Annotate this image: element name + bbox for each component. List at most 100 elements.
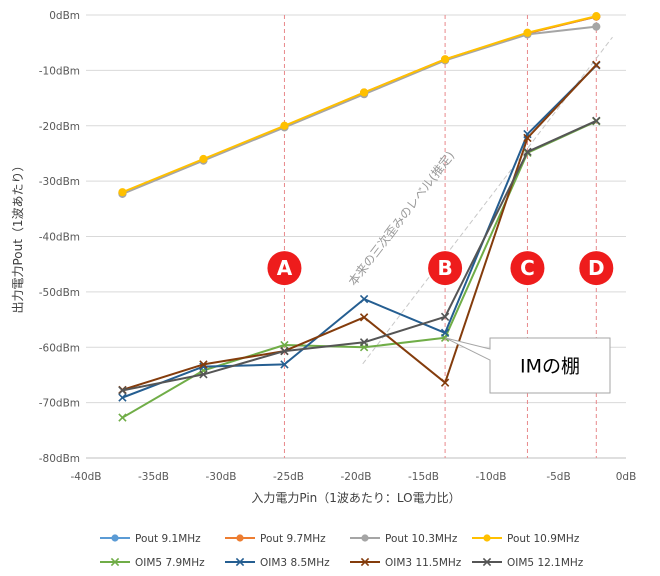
callout-text: IMの棚 <box>520 356 580 378</box>
y-tick-label: 0dBm <box>49 10 80 22</box>
reference-lines <box>283 15 597 458</box>
data-point <box>118 188 127 197</box>
legend: Pout 9.1MHz Pout 9.7MHz Pout 10.3MHz Pout 1… <box>100 533 584 569</box>
legend-swatch-marker <box>236 534 244 542</box>
data-point <box>592 22 601 31</box>
data-point <box>359 294 369 304</box>
legend-swatch-marker <box>483 534 491 542</box>
x-tick-label: -35dB <box>138 471 169 483</box>
x-tick-label: 0dB <box>616 471 637 483</box>
data-point <box>280 121 289 130</box>
x-axis-title: 入力電力Pin（1波あたり：LO電力比） <box>251 491 460 505</box>
marker-c: C <box>510 251 545 286</box>
data-point <box>592 116 601 125</box>
data-point <box>440 378 450 387</box>
series-line <box>122 15 597 194</box>
x-tick-labels: -40dB -35dB -30dB -25dB -20dB -15dB -10dB -5dB 0… <box>70 471 636 483</box>
legend-label: Pout 10.9MHz <box>507 533 580 545</box>
x-tick-label: -15dB <box>408 471 439 483</box>
data-point <box>523 28 532 37</box>
data-point <box>359 338 369 347</box>
y-tick-label: -80dBm <box>39 453 80 465</box>
legend-item-pout-10-3mhz: Pout 10.3MHz <box>350 533 458 545</box>
legend-item-oim3-11-5mhz: OIM3 11.5MHz <box>350 557 462 569</box>
data-point <box>199 154 208 164</box>
data-point <box>360 88 369 97</box>
series-layer <box>118 12 601 422</box>
legend-label: Pout 10.3MHz <box>385 533 458 545</box>
y-tick-label: -60dBm <box>39 342 80 354</box>
data-point <box>441 55 450 64</box>
data-point <box>118 386 127 395</box>
series-pout-10-9mhz <box>118 12 601 197</box>
marker-a: A <box>267 251 302 286</box>
legend-item-pout-9-1mhz: Pout 9.1MHz <box>100 533 201 545</box>
x-tick-label: -20dB <box>340 471 371 483</box>
gridlines <box>86 14 626 459</box>
marker-circle <box>267 251 302 286</box>
marker-circle <box>579 251 614 286</box>
legend-label: OIM3 11.5MHz <box>385 557 462 569</box>
data-point <box>592 60 601 70</box>
series-oim5-12-1mhz <box>118 116 601 395</box>
marker-label: C <box>520 256 535 280</box>
legend-swatch-marker <box>110 557 120 567</box>
data-point <box>359 313 369 322</box>
data-point <box>280 340 289 350</box>
data-point <box>440 328 450 338</box>
x-tick-label: -30dB <box>205 471 236 483</box>
y-tick-label: -30dBm <box>39 176 80 188</box>
x-tick-label: -40dB <box>70 471 101 483</box>
y-tick-label: -40dBm <box>39 232 80 244</box>
marker-b: B <box>428 251 463 286</box>
y-tick-label: -70dBm <box>39 398 80 410</box>
legend-label: OIM3 8.5MHz <box>260 557 330 569</box>
data-point <box>280 360 289 369</box>
legend-label: OIM5 7.9MHz <box>135 557 205 569</box>
data-point <box>199 370 208 379</box>
trend-line <box>362 36 613 365</box>
marker-circle <box>510 251 545 286</box>
x-tick-label: -5dB <box>546 471 570 483</box>
legend-item-pout-9-7mhz: Pout 9.7MHz <box>225 533 326 545</box>
data-point <box>440 312 450 321</box>
legend-swatch-marker <box>235 557 245 567</box>
marker-d: D <box>579 251 614 286</box>
legend-item-oim5-7-9mhz: OIM5 7.9MHz <box>100 557 205 569</box>
legend-swatch-marker <box>482 557 492 567</box>
y-tick-label: -50dBm <box>39 287 80 299</box>
x-tick-label: -10dB <box>475 471 506 483</box>
marker-label: A <box>277 256 293 280</box>
legend-swatch-marker <box>361 534 369 542</box>
callout-box <box>444 337 611 394</box>
legend-swatch-marker <box>360 557 370 567</box>
data-point <box>118 413 127 422</box>
data-point <box>523 133 532 143</box>
marker-label: B <box>437 256 452 280</box>
series-line <box>122 15 597 195</box>
legend-swatch-marker <box>111 534 119 542</box>
data-point <box>592 12 601 21</box>
legend-item-pout-10-9mhz: Pout 10.9MHz <box>472 533 580 545</box>
marker-circle <box>428 251 463 286</box>
legend-item-oim3-8-5mhz: OIM3 8.5MHz <box>225 557 330 569</box>
reference-markers: A B C D <box>267 251 614 286</box>
y-tick-label: -20dBm <box>39 121 80 133</box>
marker-label: D <box>588 256 605 280</box>
x-tick-label: -25dB <box>273 471 304 483</box>
legend-item-oim5-12-1mhz: OIM5 12.1MHz <box>472 557 584 569</box>
data-point <box>118 393 127 402</box>
callout: IMの棚 <box>444 337 611 394</box>
series-pout-9-7mhz <box>118 12 601 197</box>
data-point <box>523 147 532 156</box>
series-line <box>122 25 597 195</box>
y-tick-label: -10dBm <box>39 65 80 77</box>
data-point <box>280 346 289 356</box>
y-tick-labels: 0dBm -10dBm -20dBm -30dBm -40dBm -50dBm -60dBm… <box>39 10 80 465</box>
legend-label: OIM5 12.1MHz <box>507 557 584 569</box>
legend-label: Pout 9.7MHz <box>260 533 326 545</box>
data-point <box>199 360 208 369</box>
series-line <box>122 15 597 194</box>
y-axis-title: 出力電力Pout（1波あたり） <box>11 159 25 313</box>
